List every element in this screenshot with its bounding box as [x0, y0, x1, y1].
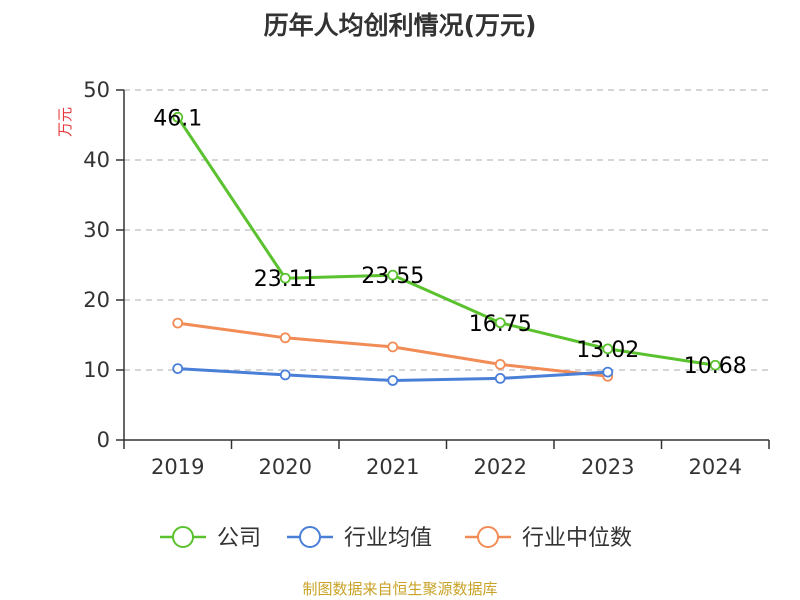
data-label: 46.1	[153, 106, 202, 131]
data-point	[602, 343, 614, 355]
data-point	[172, 317, 184, 329]
data-point	[279, 332, 291, 344]
data-point	[494, 372, 506, 384]
data-point	[279, 369, 291, 381]
y-tick-label: 50	[83, 78, 110, 102]
legend-item: 行业中位数	[465, 526, 632, 551]
data-point	[279, 272, 291, 284]
legend-label: 公司	[217, 526, 261, 551]
axes: 0 10 20 30 40 50 2019 2020 2021 2022 2023 2024	[83, 78, 770, 479]
data-labels: 46.1 23.11 23.55 16.75 13.02 10.68	[153, 106, 746, 379]
data-point	[387, 341, 399, 353]
chart-title: 历年人均创利情况(万元)	[263, 11, 537, 40]
legend: 公司 行业均值 行业中位数	[160, 526, 632, 551]
data-point	[709, 359, 721, 371]
series-line-0	[176, 116, 716, 367]
data-point	[172, 363, 184, 375]
data-point	[387, 375, 399, 386]
legend-label: 行业均值	[344, 526, 432, 551]
y-tick-label: 20	[83, 288, 110, 312]
y-tick-label: 0	[97, 428, 110, 452]
legend-label: 行业中位数	[522, 526, 632, 551]
series-layer	[172, 111, 721, 386]
data-label: 23.11	[254, 267, 317, 292]
y-tick-label: 30	[83, 218, 110, 242]
legend-item: 行业均值	[287, 526, 432, 551]
data-source-note: 制图数据来自恒生聚源数据库	[302, 580, 498, 598]
legend-marker	[299, 526, 321, 548]
x-tick-label: 2022	[474, 455, 527, 479]
data-point	[172, 111, 184, 123]
y-tick-label: 10	[83, 358, 110, 382]
x-tick-label: 2024	[689, 455, 742, 479]
data-label: 16.75	[469, 312, 532, 337]
x-tick-label: 2021	[366, 455, 419, 479]
legend-marker	[172, 526, 194, 548]
y-axis-label: 万元	[56, 107, 74, 137]
x-tick-label: 2019	[151, 455, 204, 479]
x-tick-label: 2023	[581, 455, 634, 479]
data-point	[494, 358, 506, 370]
legend-item: 公司	[160, 526, 261, 551]
data-point	[387, 269, 399, 281]
x-tick-label: 2020	[259, 455, 312, 479]
data-point	[494, 317, 506, 329]
data-point	[602, 366, 614, 378]
data-label: 10.68	[684, 354, 747, 379]
data-label: 23.55	[361, 264, 424, 289]
y-tick-label: 40	[83, 148, 110, 172]
data-label: 13.02	[576, 338, 639, 363]
legend-marker	[477, 526, 499, 548]
